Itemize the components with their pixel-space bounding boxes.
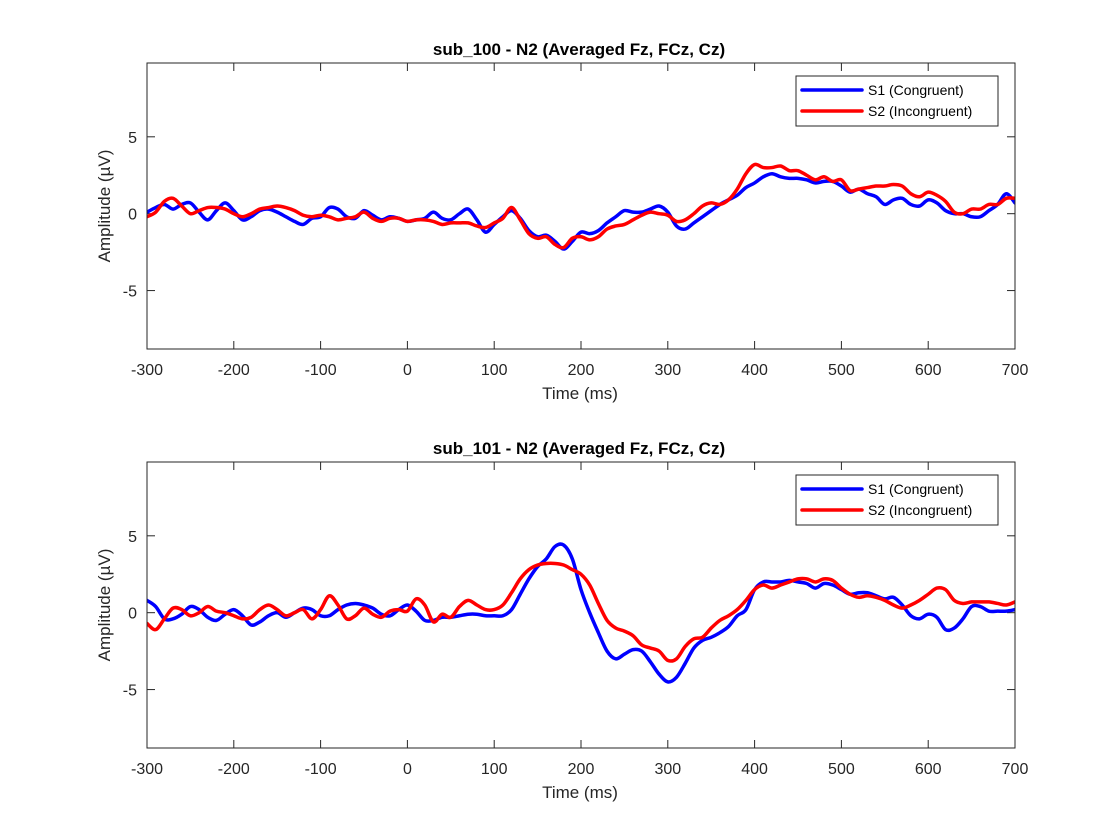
x-tick-label: 500 — [828, 761, 855, 778]
x-tick-label: -300 — [131, 761, 163, 778]
series-line-s1-congruent — [147, 171, 1015, 251]
x-tick-label: -100 — [305, 761, 337, 778]
subplot-2-legend-box — [795, 474, 999, 526]
y-tick-label: -5 — [123, 284, 137, 301]
subplot-1-series — [147, 162, 1015, 251]
x-tick-label: 600 — [915, 761, 942, 778]
subplot-2-series — [147, 542, 1015, 684]
subplot-1-y-axis-label: Amplitude (µV) — [95, 150, 114, 263]
subplot-1-title: sub_100 - N2 (Averaged Fz, FCz, Cz) — [433, 40, 725, 59]
x-tick-label: -100 — [305, 362, 337, 379]
x-tick-label: 600 — [915, 362, 942, 379]
subplot-2-x-axis-label: Time (ms) — [542, 783, 618, 802]
x-tick-label: 100 — [481, 362, 508, 379]
x-tick-label: -200 — [218, 761, 250, 778]
y-tick-label: -5 — [123, 683, 137, 700]
x-tick-label: 700 — [1002, 362, 1029, 379]
y-tick-label: 5 — [128, 529, 137, 546]
x-tick-label: 0 — [403, 362, 412, 379]
x-tick-label: 200 — [568, 362, 595, 379]
series-line-s2-incongruent — [147, 561, 1015, 663]
subplot-2: sub_101 - N2 (Averaged Fz, FCz, Cz) -300… — [95, 439, 1028, 802]
subplot-2-axes-box — [146, 461, 1016, 749]
subplot-2-y-axis-label: Amplitude (µV) — [95, 549, 114, 662]
x-tick-label: 100 — [481, 761, 508, 778]
series-line-s2-incongruent — [147, 162, 1015, 250]
x-tick-label: 700 — [1002, 761, 1029, 778]
subplot-1-axes-box — [146, 62, 1016, 350]
subplot-2-legend: S1 (Congruent) S2 (Incongruent) — [795, 474, 999, 526]
x-tick-label: 300 — [654, 761, 681, 778]
subplot-1-legend-label-s2: S2 (Incongruent) — [868, 103, 972, 119]
subplot-2-title: sub_101 - N2 (Averaged Fz, FCz, Cz) — [433, 439, 725, 458]
x-tick-label: 400 — [741, 761, 768, 778]
subplot-2-y-ticks: -5 0 5 — [123, 529, 1015, 700]
subplot-2-legend-label-s2: S2 (Incongruent) — [868, 502, 972, 518]
subplot-1-x-axis-label: Time (ms) — [542, 384, 618, 403]
x-tick-label: 0 — [403, 761, 412, 778]
subplot-2-legend-label-s1: S1 (Congruent) — [868, 481, 964, 497]
x-tick-label: 200 — [568, 761, 595, 778]
y-tick-label: 5 — [128, 130, 137, 147]
x-tick-label: -300 — [131, 362, 163, 379]
x-tick-label: 300 — [654, 362, 681, 379]
y-tick-label: 0 — [128, 606, 137, 623]
x-tick-label: 400 — [741, 362, 768, 379]
subplot-1-legend-label-s1: S1 (Congruent) — [868, 82, 964, 98]
subplot-2-x-ticks: -300 -200 -100 0 100 200 300 400 500 600 700 — [131, 462, 1028, 778]
x-tick-label: 500 — [828, 362, 855, 379]
subplot-1-legend-box — [795, 75, 999, 127]
y-tick-label: 0 — [128, 207, 137, 224]
subplot-1-legend: S1 (Congruent) S2 (Incongruent) — [795, 75, 999, 127]
x-tick-label: -200 — [218, 362, 250, 379]
subplot-1: sub_100 - N2 (Averaged Fz, FCz, Cz) -300… — [95, 40, 1028, 403]
subplot-1-y-ticks: -5 0 5 — [123, 130, 1015, 301]
subplot-1-x-ticks: -300 -200 -100 0 100 200 300 400 500 600 700 — [131, 63, 1028, 379]
